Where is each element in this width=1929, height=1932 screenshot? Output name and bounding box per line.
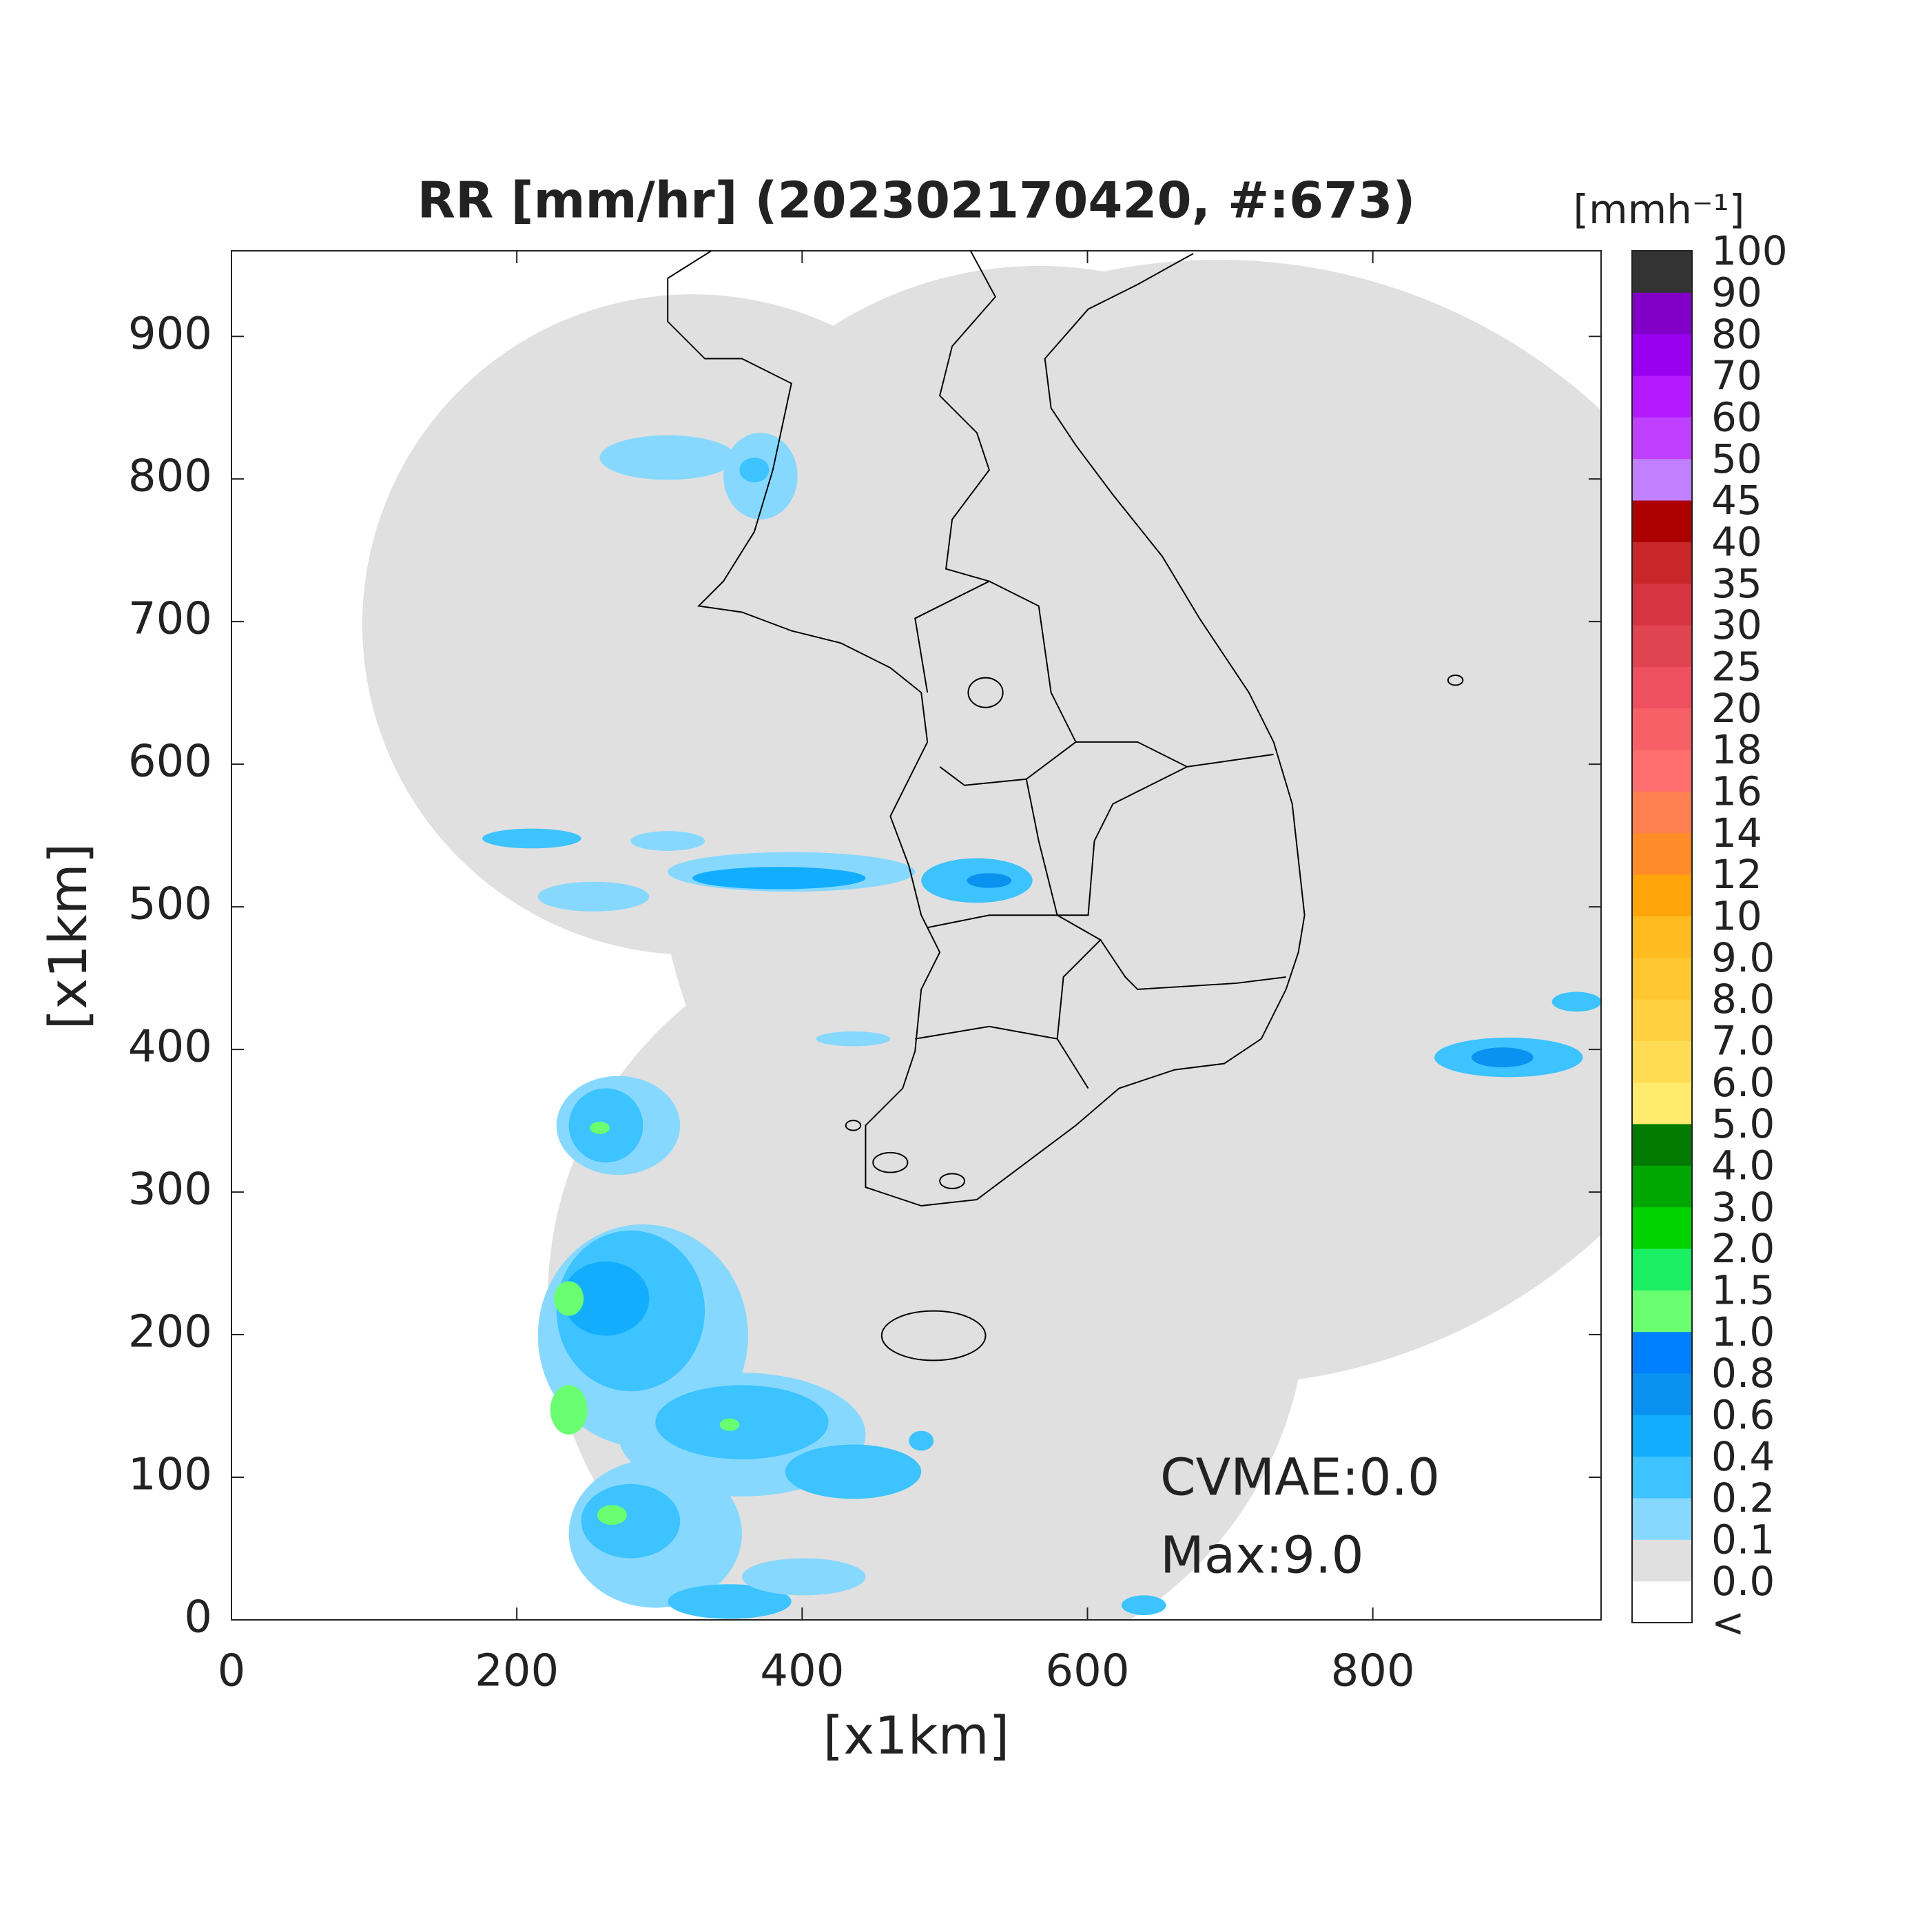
colorbar-segment [1632, 1206, 1692, 1249]
colorbar-tick-label: 1.0 [1711, 1308, 1775, 1355]
colorbar-segment [1632, 458, 1692, 501]
colorbar-tick-label: 0.6 [1711, 1391, 1775, 1438]
colorbar-segment [1632, 1581, 1692, 1623]
radar-map [362, 251, 1601, 1620]
colorbar-segment [1632, 1539, 1692, 1582]
colorbar-segment [1632, 625, 1692, 667]
colorbar-segment [1632, 1498, 1692, 1540]
colorbar-tick-label: 90 [1711, 269, 1762, 316]
colorbar-frame [1631, 250, 1693, 1623]
colorbar-tick-label: 30 [1711, 602, 1762, 648]
colorbar-tick-label: 1.5 [1711, 1266, 1775, 1313]
colorbar-segment [1632, 1456, 1692, 1499]
y-tick-label: 600 [128, 737, 212, 788]
colorbar-segment [1632, 1124, 1692, 1166]
y-tick-label: 700 [128, 594, 212, 645]
radar-coverage [362, 260, 1601, 1620]
colorbar-tick-label: 0.4 [1711, 1433, 1775, 1480]
y-tick-label: 0 [184, 1592, 212, 1643]
colorbar-tick-label: 8.0 [1711, 976, 1775, 1022]
y-tick-label: 500 [128, 879, 212, 930]
x-tick-label: 800 [1331, 1646, 1415, 1697]
colorbar-segment [1632, 542, 1692, 584]
colorbar-tick-label: 25 [1711, 643, 1762, 690]
annotation: Max:9.0 [1160, 1526, 1364, 1585]
colorbar-tick-label: 4.0 [1711, 1142, 1775, 1189]
colorbar-segment [1632, 708, 1692, 750]
colorbar-tick-label: 0.8 [1711, 1350, 1775, 1397]
colorbar-segment [1632, 292, 1692, 335]
colorbar-tick-label: 7.0 [1711, 1017, 1775, 1064]
colorbar-segment [1632, 376, 1692, 418]
colorbar-segment [1632, 750, 1692, 792]
y-tick-label: 800 [128, 451, 212, 502]
colorbar-tick-label: 0.1 [1711, 1516, 1775, 1563]
colorbar-segment [1632, 957, 1692, 1000]
coastline [667, 251, 1464, 1361]
colorbar-segment [1632, 1415, 1692, 1457]
colorbar-tick-label: 14 [1711, 810, 1762, 856]
colorbar-tick-label: 35 [1711, 560, 1762, 607]
y-tick-label: 900 [128, 309, 212, 360]
colorbar-segment [1632, 1082, 1692, 1124]
colorbar-segment [1632, 417, 1692, 460]
colorbar-segment [1632, 583, 1692, 626]
colorbar-segment [1632, 1290, 1692, 1333]
colorbar-segment [1632, 500, 1692, 542]
colorbar-tick-label: 3.0 [1711, 1184, 1775, 1231]
colorbar-tick-label: 70 [1711, 352, 1762, 399]
colorbar-segment [1632, 1040, 1692, 1083]
colorbar-tick-label: 5.0 [1711, 1100, 1775, 1147]
colorbar-segment [1632, 251, 1692, 293]
colorbar-tick-label: 16 [1711, 768, 1762, 814]
colorbar-segment [1632, 874, 1692, 916]
x-tick-label: 200 [475, 1646, 559, 1697]
x-tick-label: 0 [218, 1646, 246, 1697]
colorbar-tick-label: 6.0 [1711, 1059, 1775, 1106]
colorbar-tick-label: 100 [1711, 227, 1788, 274]
colorbar-tick-label: 18 [1711, 726, 1762, 773]
colorbar-segment [1632, 916, 1692, 958]
colorbar-tick-label: 40 [1711, 518, 1762, 565]
colorbar-tick-label: 12 [1711, 851, 1762, 898]
colorbar-tick-label: 10 [1711, 892, 1762, 939]
colorbar-tick-label: 50 [1711, 435, 1762, 482]
colorbar-segment [1632, 791, 1692, 834]
colorbar-segment [1632, 832, 1692, 875]
colorbar-tick-label: 80 [1711, 311, 1762, 358]
colorbar-segment [1632, 1165, 1692, 1208]
colorbar-tick-label: 60 [1711, 393, 1762, 440]
x-axis-label: [x1km] [823, 1705, 1010, 1766]
colorbar-segment [1632, 1248, 1692, 1291]
colorbar-segment [1632, 1331, 1692, 1374]
colorbar-tick-label: < [1711, 1599, 1745, 1646]
y-tick-label: 400 [128, 1022, 212, 1073]
rain-echoes [482, 433, 1601, 1619]
x-tick-label: 600 [1045, 1646, 1129, 1697]
colorbar-tick-label: 20 [1711, 685, 1762, 732]
y-tick-label: 100 [128, 1450, 212, 1501]
colorbar-tick-label: 0.0 [1711, 1558, 1775, 1605]
annotation: CVMAE:0.0 [1160, 1448, 1440, 1508]
chart-title: RR [mm/hr] (202302170420, #:673) [417, 172, 1416, 229]
plot-frame [231, 250, 1602, 1621]
colorbar-segment [1632, 666, 1692, 709]
colorbar-segment [1632, 999, 1692, 1041]
colorbar-tick-label: 0.2 [1711, 1474, 1775, 1521]
colorbar-label: [mmh⁻¹] [1574, 186, 1745, 233]
x-tick-label: 400 [760, 1646, 844, 1697]
colorbar-tick-label: 9.0 [1711, 934, 1775, 981]
y-tick-label: 200 [128, 1307, 212, 1358]
y-axis-label: [x1km] [37, 843, 99, 1030]
y-tick-label: 300 [128, 1164, 212, 1215]
colorbar-tick-label: 45 [1711, 477, 1762, 524]
colorbar-segment [1632, 1373, 1692, 1415]
colorbar-tick-label: 2.0 [1711, 1225, 1775, 1272]
colorbar-segment [1632, 333, 1692, 376]
